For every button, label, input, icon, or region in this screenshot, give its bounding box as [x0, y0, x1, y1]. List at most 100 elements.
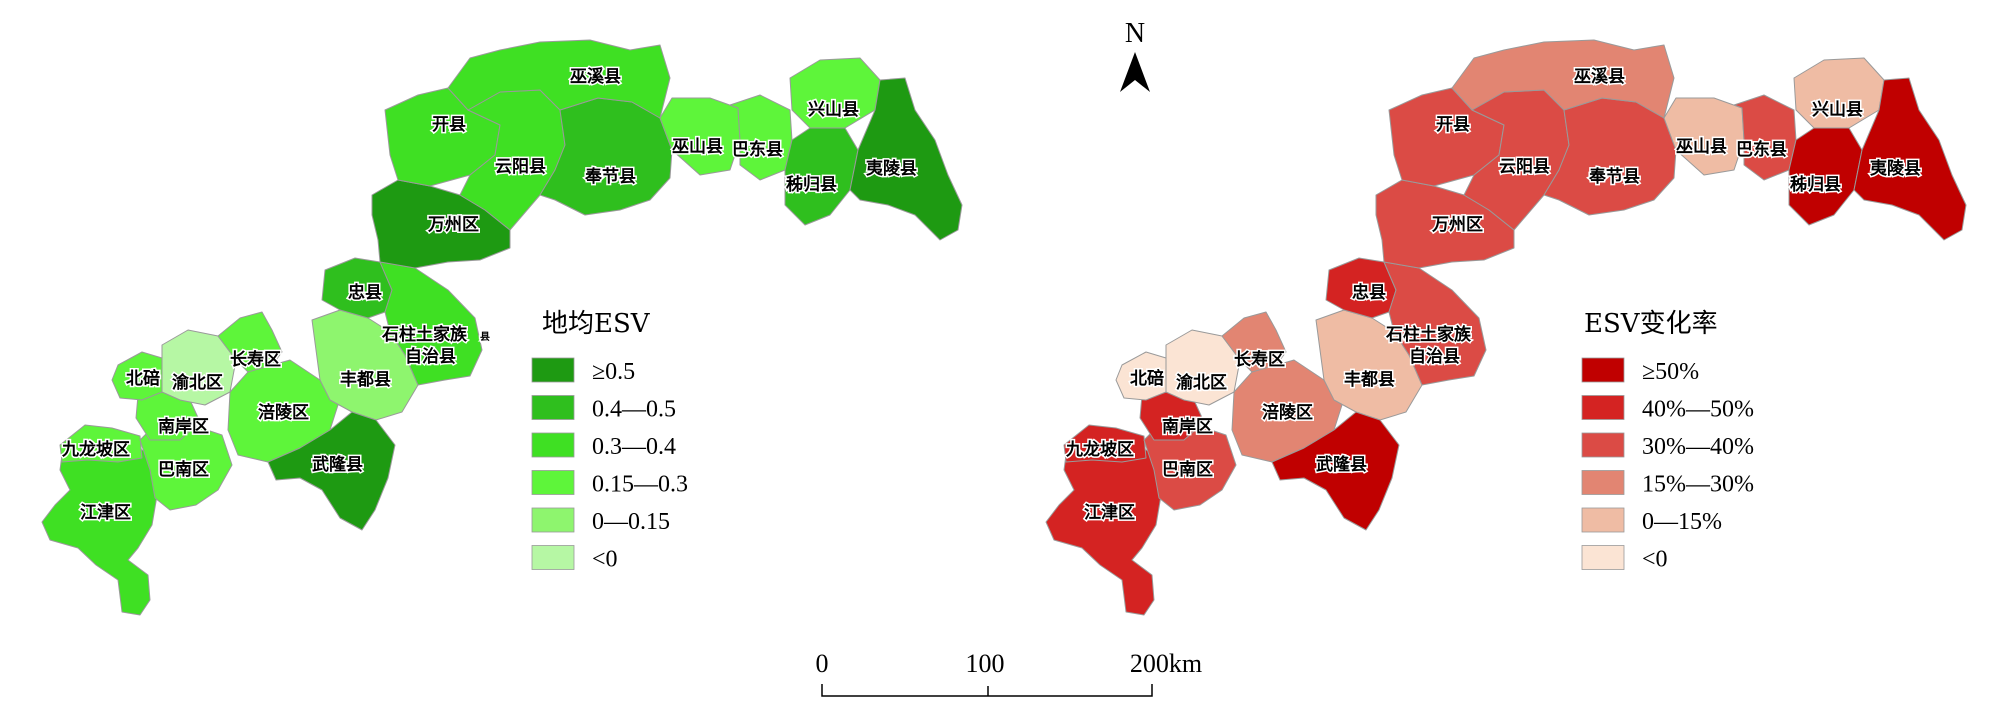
county-beibei — [1115, 351, 1167, 401]
county-badong — [1733, 94, 1797, 181]
label-beibei: 北碚 — [126, 368, 160, 389]
label-xingshan: 兴山县 — [808, 100, 859, 120]
label-banan: 巴南区 — [1162, 459, 1213, 480]
legend-label: ≥50% — [1642, 359, 1699, 385]
label-yunyang: 云阳县 — [495, 157, 546, 177]
label-nanan: 南岸区 — [158, 416, 209, 437]
county-shizhu — [1383, 261, 1487, 386]
label-nanan: 南岸区 — [1162, 416, 1213, 437]
label-wushan: 巫山县 — [1676, 137, 1727, 157]
label-shizhu-1: 石柱土家族 — [1385, 324, 1472, 345]
label-wulong: 武隆县 — [1316, 454, 1367, 475]
label-beibei: 北碚 — [1130, 368, 1164, 389]
scale-label-200km: 200km — [1130, 649, 1202, 678]
left-legend-title: 地均ESV — [542, 309, 651, 339]
legend-swatch — [1581, 432, 1625, 458]
legend-label: 0—0.15 — [592, 509, 670, 535]
label-yubei: 渝北区 — [172, 372, 223, 393]
county-beibei — [111, 351, 163, 401]
label-shizhu-1: 石柱土家族 — [381, 324, 468, 345]
legend-label: 0—15% — [1642, 509, 1722, 535]
label-wushan: 巫山县 — [672, 137, 723, 157]
legend-label: ≥0.5 — [592, 359, 635, 385]
county-zigui — [1788, 127, 1863, 226]
label-changshou: 长寿区 — [230, 349, 281, 370]
county-wuxi — [447, 39, 671, 119]
county-yiling — [849, 77, 963, 241]
legend-swatch — [1581, 357, 1625, 383]
label-shizhu-2: 自治县 — [405, 346, 456, 367]
label-yunyang: 云阳县 — [1499, 157, 1550, 177]
left-legend: 地均ESV ≥0.5 0.4—0.5 0.3—0.4 0.15—0.3 0—0.15 <0 — [531, 309, 688, 573]
label-wuxi: 巫溪县 — [1574, 67, 1625, 87]
legend-swatch — [531, 357, 575, 383]
left-map — [41, 39, 963, 616]
right-legend: ESV变化率 ≥50% 40%—50% 30%—40% 15%—30% 0—15% <0 — [1581, 309, 1754, 573]
legend-swatch — [1581, 507, 1625, 533]
county-jiulongpo — [1063, 424, 1147, 463]
legend-swatch — [531, 395, 575, 420]
legend-label: <0 — [592, 547, 618, 573]
north-arrow: N — [1120, 18, 1150, 92]
label-changshou: 长寿区 — [1234, 349, 1285, 370]
legend-label: 0.4—0.5 — [592, 397, 676, 423]
county-zigui — [784, 127, 859, 226]
county-badong — [729, 94, 793, 181]
legend-swatch — [531, 545, 575, 570]
legend-swatch — [531, 507, 575, 533]
label-shizhu-2: 自治县 — [1409, 346, 1460, 367]
label-fuling: 涪陵区 — [1262, 402, 1313, 423]
county-wanzhou — [371, 179, 511, 269]
legend-swatch — [1581, 545, 1625, 570]
legend-label: 40%—50% — [1642, 397, 1754, 423]
county-wulong — [267, 411, 396, 531]
north-arrow-icon — [1120, 52, 1150, 92]
right-legend-title: ESV变化率 — [1584, 309, 1718, 339]
legend-swatch — [1581, 470, 1625, 495]
label-shizhu-suffix: 县 — [480, 331, 490, 343]
county-changshou — [1221, 311, 1287, 373]
legend-label: 15%—30% — [1642, 472, 1754, 498]
label-zhongxian: 忠县 — [1352, 282, 1386, 303]
legend-swatch — [531, 432, 575, 458]
label-jiulongpo: 九龙坡区 — [1065, 439, 1134, 460]
label-wuxi: 巫溪县 — [570, 67, 621, 87]
scale-bar: 0 100 200km — [816, 649, 1202, 697]
scale-bar-line — [821, 684, 1153, 697]
label-wanzhou: 万州区 — [427, 215, 479, 235]
label-fengjie: 奉节县 — [1588, 166, 1640, 187]
county-wanzhou — [1375, 179, 1515, 269]
label-xingshan: 兴山县 — [1812, 100, 1863, 120]
legend-label: <0 — [1642, 547, 1668, 573]
legend-swatch — [531, 470, 575, 495]
label-badong: 巴东县 — [732, 139, 783, 160]
county-jiangjin — [1045, 437, 1165, 616]
county-wulong — [1271, 411, 1400, 531]
county-wuxi — [1451, 39, 1675, 119]
right-map-labels: 江津区 九龙坡区 巴南区 南岸区 北碚 渝北区 长寿区 涪陵区 丰都县 武隆县 … — [1064, 66, 1923, 525]
label-banan: 巴南区 — [158, 459, 209, 480]
county-changshou — [217, 311, 283, 373]
legend-swatch — [1581, 395, 1625, 420]
label-zhongxian: 忠县 — [348, 282, 382, 303]
county-shizhu — [379, 261, 483, 386]
label-kaixian: 开县 — [432, 115, 466, 135]
label-jiulongpo: 九龙坡区 — [61, 439, 130, 460]
label-kaixian: 开县 — [1436, 115, 1470, 135]
label-zigui: 秭归县 — [786, 174, 837, 195]
scale-label-100: 100 — [966, 649, 1005, 678]
label-yubei: 渝北区 — [1176, 372, 1227, 393]
legend-label: 0.3—0.4 — [592, 434, 676, 460]
scale-label-0: 0 — [816, 649, 829, 678]
county-yiling — [1853, 77, 1967, 241]
county-jiulongpo — [59, 424, 143, 463]
north-arrow-label: N — [1125, 18, 1145, 49]
label-fengdu: 丰都县 — [340, 369, 391, 390]
label-badong: 巴东县 — [1736, 139, 1787, 160]
label-yiling: 夷陵县 — [866, 158, 917, 179]
label-jiangjin: 江津区 — [80, 502, 131, 523]
county-jiangjin — [41, 437, 161, 616]
right-map — [1045, 39, 1967, 616]
legend-label: 30%—40% — [1642, 434, 1754, 460]
